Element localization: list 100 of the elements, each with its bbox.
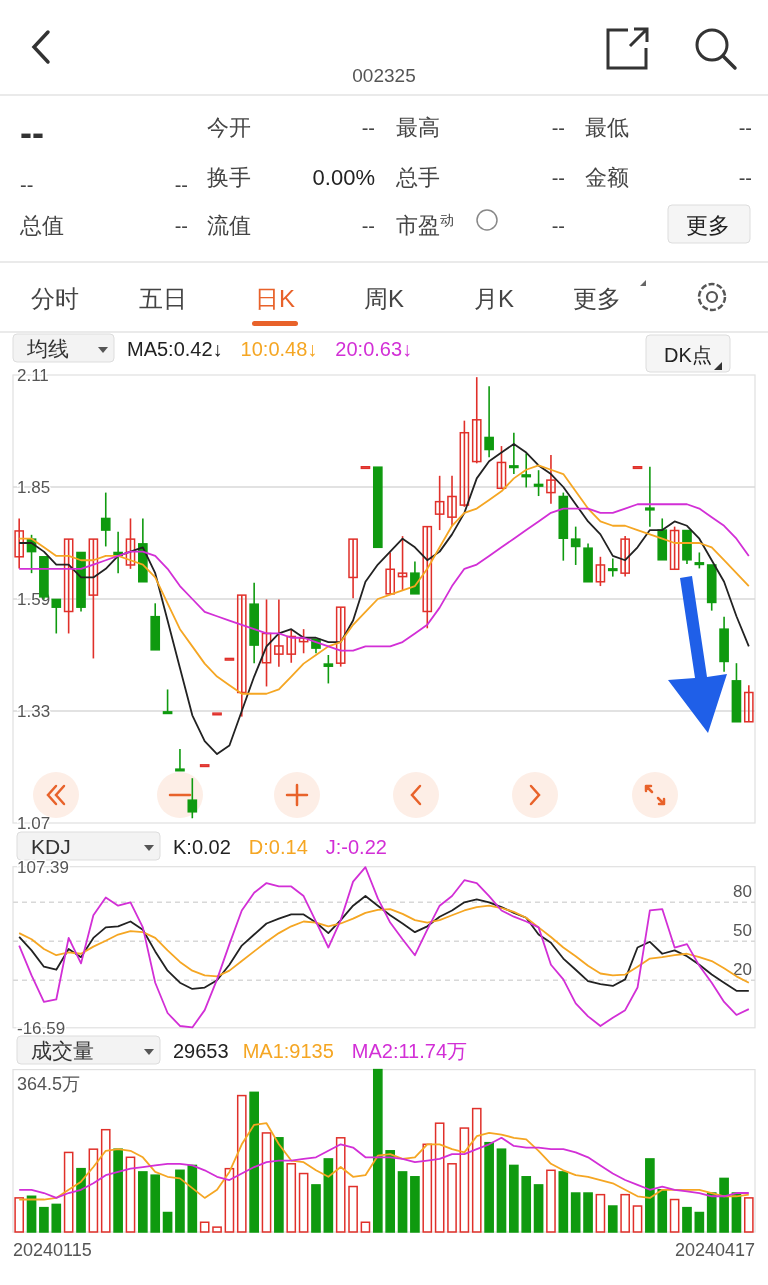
candlestick xyxy=(323,654,334,685)
bar xyxy=(385,1150,396,1233)
bar xyxy=(434,1122,445,1233)
y2-tick-label: 80 xyxy=(733,882,752,902)
bar xyxy=(583,1192,593,1233)
bar xyxy=(447,1163,457,1233)
text: 分时 xyxy=(31,285,79,312)
bar xyxy=(484,1141,494,1233)
bar xyxy=(410,1176,420,1233)
bar xyxy=(212,1226,222,1233)
bar xyxy=(570,1192,581,1233)
candlestick xyxy=(410,560,420,595)
text: -- xyxy=(551,117,565,139)
bar xyxy=(150,1174,161,1233)
text: 29653 xyxy=(173,1040,229,1062)
text: 10:0.48↓ xyxy=(240,338,318,360)
text: DK点 xyxy=(664,344,712,366)
candlestick xyxy=(521,452,532,489)
bar xyxy=(743,1197,754,1233)
text: -- xyxy=(20,112,44,153)
bar xyxy=(397,1171,408,1233)
candlestick xyxy=(484,385,494,459)
candlestick xyxy=(261,598,272,688)
text: 20240417 xyxy=(674,1240,755,1260)
candlestick xyxy=(125,517,136,570)
bar xyxy=(719,1177,729,1233)
candlestick xyxy=(236,594,247,718)
candlestick xyxy=(385,551,396,595)
candlestick xyxy=(274,598,284,668)
bar xyxy=(39,1206,49,1233)
candlestick xyxy=(471,376,482,465)
candlestick xyxy=(63,538,74,635)
bar xyxy=(261,1132,272,1233)
text: 最高 xyxy=(396,115,440,140)
bar xyxy=(51,1203,62,1233)
candlestick xyxy=(162,688,173,715)
bar xyxy=(607,1205,618,1233)
text: 更多 xyxy=(686,213,730,238)
text: -- xyxy=(174,215,188,237)
text: 更多 xyxy=(573,285,621,312)
bar xyxy=(125,1156,136,1233)
bar xyxy=(100,1128,111,1233)
bar xyxy=(298,1172,309,1233)
text: 五日 xyxy=(139,285,187,312)
text: 总手 xyxy=(395,165,440,190)
text: 流值 xyxy=(207,213,251,238)
bar xyxy=(187,1164,198,1233)
bar xyxy=(162,1211,173,1233)
text: D:0.14 xyxy=(248,836,308,858)
bar xyxy=(26,1195,37,1233)
text: MA2:11.74万 xyxy=(351,1040,468,1062)
text: -- xyxy=(738,167,752,189)
text: 周K xyxy=(363,285,405,312)
bar xyxy=(224,1167,235,1233)
bar xyxy=(459,1127,470,1233)
line-series xyxy=(18,895,750,992)
bar xyxy=(706,1192,717,1233)
bar xyxy=(286,1163,297,1233)
bar xyxy=(669,1198,680,1233)
candlestick xyxy=(595,555,606,587)
bar xyxy=(521,1176,532,1233)
bar xyxy=(323,1158,334,1233)
candlestick xyxy=(570,525,581,566)
series-label: J:-0.22 xyxy=(325,836,387,858)
bar xyxy=(558,1171,569,1233)
candlestick xyxy=(286,629,297,664)
candlestick xyxy=(14,517,25,570)
bar xyxy=(657,1189,668,1233)
candlestick xyxy=(447,475,457,527)
bar xyxy=(682,1206,692,1233)
bar xyxy=(63,1151,74,1233)
text: 月K xyxy=(473,285,515,312)
y-tick-label: 107.39 xyxy=(17,857,69,877)
text: 最低 xyxy=(585,115,629,140)
bar xyxy=(360,1221,371,1233)
candlestick xyxy=(298,628,309,655)
text: -- xyxy=(738,117,752,139)
candlestick xyxy=(422,525,433,630)
bar xyxy=(138,1171,148,1233)
candlestick xyxy=(509,431,519,475)
y-tick-label: 1.85 xyxy=(17,478,51,497)
text: -- xyxy=(551,167,565,189)
chart-title: 均线 xyxy=(26,337,69,360)
bar xyxy=(509,1164,519,1233)
bar xyxy=(311,1184,321,1233)
bar xyxy=(471,1107,482,1233)
text: 002325 xyxy=(352,65,416,86)
bar xyxy=(348,1185,358,1233)
text: MA1:9135 xyxy=(242,1040,334,1062)
text: -- xyxy=(361,117,375,139)
text: 20240115 xyxy=(13,1240,92,1260)
bar xyxy=(335,1137,346,1233)
text: -- xyxy=(361,215,375,237)
bar xyxy=(88,1148,99,1233)
bar xyxy=(372,1068,383,1233)
text: 20:0.63↓ xyxy=(335,338,413,360)
candlestick xyxy=(187,777,198,820)
bar xyxy=(694,1211,705,1233)
bar xyxy=(496,1148,507,1233)
text: MA5:0.42↓ xyxy=(127,338,223,360)
